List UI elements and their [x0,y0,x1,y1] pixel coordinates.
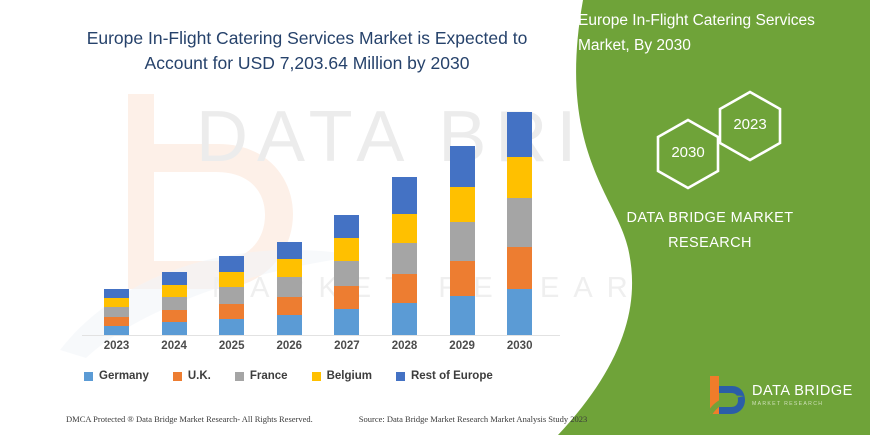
legend-label-rest-of-europe: Rest of Europe [410,370,493,382]
bar-2026[interactable] [276,242,302,335]
x-tick-2029: 2029 [449,340,475,352]
legend-swatch-rest-of-europe [395,371,405,381]
x-tick-2027: 2027 [334,340,360,352]
x-axis-labels: 2023 2024 2025 2026 2027 2028 2029 2030 [60,340,560,360]
segment-germany-2028 [392,303,417,335]
segment-u-k--2024 [161,310,187,322]
segment-france-2024 [161,297,187,310]
bar-2023[interactable] [104,289,129,335]
segment-germany-2030 [507,289,533,335]
segment-germany-2026 [276,315,302,335]
chart-baseline [82,335,560,336]
segment-u-k--2023 [104,317,129,326]
segment-belgium-2030 [507,157,533,198]
footer-copyright: DMCA Protected ® Data Bridge Market Rese… [66,414,313,424]
segment-u-k--2027 [334,286,360,309]
page-title: Europe In-Flight Catering Services Marke… [86,28,528,73]
segment-u-k--2026 [276,297,302,315]
segment-u-k--2029 [449,261,475,296]
bar-2030[interactable] [507,112,533,335]
legend-swatch-germany [84,371,93,381]
brand-line-2: RESEARCH [668,235,752,251]
segment-u-k--2030 [507,247,533,289]
segment-belgium-2026 [276,259,302,277]
segment-belgium-2029 [449,187,475,222]
company-logo[interactable]: DATA BRIDGE MARKET RESEARCH [706,372,856,418]
segment-france-2026 [276,277,302,297]
segment-germany-2023 [104,326,129,335]
left-chart-panel: Europe In-Flight Catering Services Marke… [60,28,587,424]
logo-tagline: MARKET RESEARCH [752,401,824,407]
bar-2028[interactable] [392,177,417,335]
legend-item-u-k-[interactable]: U.K. [172,370,211,382]
legend-swatch-france [234,371,244,381]
legend-swatch-u-k- [172,371,182,381]
legend-label-belgium: Belgium [326,370,372,382]
legend-item-france[interactable]: France [234,370,288,382]
segment-u-k--2025 [219,304,245,319]
segment-france-2023 [104,307,129,317]
legend-item-germany[interactable]: Germany [84,370,149,382]
legend-label-u-k-: U.K. [187,370,211,382]
segment-germany-2029 [449,296,475,335]
footer-source: Source: Data Bridge Market Research Mark… [358,414,588,424]
green-panel-shape [558,0,870,435]
segment-france-2029 [449,222,475,261]
bar-2024[interactable] [161,272,187,335]
hexagon-label-2030: 2030 [671,144,705,161]
x-tick-2028: 2028 [391,340,418,352]
chart-legend: Germany U.K. France Belgium Rest of Europe [84,370,554,382]
brand-line-1: DATA BRIDGE MARKET [626,210,794,226]
segment-germany-2027 [334,309,360,335]
x-tick-2024: 2024 [161,340,187,352]
segment-rest-of-europe-2030 [507,112,533,157]
x-tick-2030: 2030 [506,340,533,352]
logo-name: DATA BRIDGE [752,383,853,399]
segment-germany-2024 [161,322,187,335]
x-tick-2025: 2025 [218,340,245,352]
legend-item-rest-of-europe[interactable]: Rest of Europe [395,370,493,382]
segment-u-k--2028 [392,274,417,303]
segment-rest-of-europe-2024 [161,272,187,285]
segment-belgium-2028 [392,214,417,243]
hexagon-group: 2023 2030 [602,84,832,194]
x-tick-2023: 2023 [103,340,130,352]
segment-belgium-2027 [334,238,360,261]
bar-2025[interactable] [219,256,245,335]
segment-rest-of-europe-2023 [104,289,129,298]
panel-title: Europe In-Flight Catering Services Marke… [578,12,815,54]
segment-rest-of-europe-2028 [392,177,417,214]
data-bridge-b-logo-icon [708,376,745,415]
segment-rest-of-europe-2026 [276,242,302,259]
logo-text-block: DATA BRIDGE MARKET RESEARCH [752,383,853,407]
bar-2029[interactable] [449,146,475,335]
segment-rest-of-europe-2025 [219,256,245,272]
legend-item-belgium[interactable]: Belgium [311,370,372,382]
segment-france-2025 [219,287,245,304]
right-green-panel: Europe In-Flight Catering Services Marke… [550,0,870,435]
segment-france-2028 [392,243,417,274]
legend-label-germany: Germany [99,370,149,382]
segment-belgium-2025 [219,272,245,287]
segment-belgium-2024 [161,285,187,297]
bar-2027[interactable] [334,215,360,335]
legend-label-france: France [249,370,288,382]
segment-france-2027 [334,261,360,286]
segment-belgium-2023 [104,298,129,307]
legend-swatch-belgium [311,371,321,381]
x-tick-2026: 2026 [276,340,303,352]
stacked-bar-chart [60,100,560,336]
brand-name-block: DATA BRIDGE MARKET RESEARCH [584,206,836,256]
segment-germany-2025 [219,319,245,335]
segment-rest-of-europe-2029 [449,146,475,187]
hexagon-label-2023: 2023 [733,116,767,133]
segment-rest-of-europe-2027 [334,215,360,238]
footer: DMCA Protected ® Data Bridge Market Rese… [66,414,587,424]
segment-france-2030 [507,198,533,247]
hexagon-shapes-icon [656,90,782,190]
